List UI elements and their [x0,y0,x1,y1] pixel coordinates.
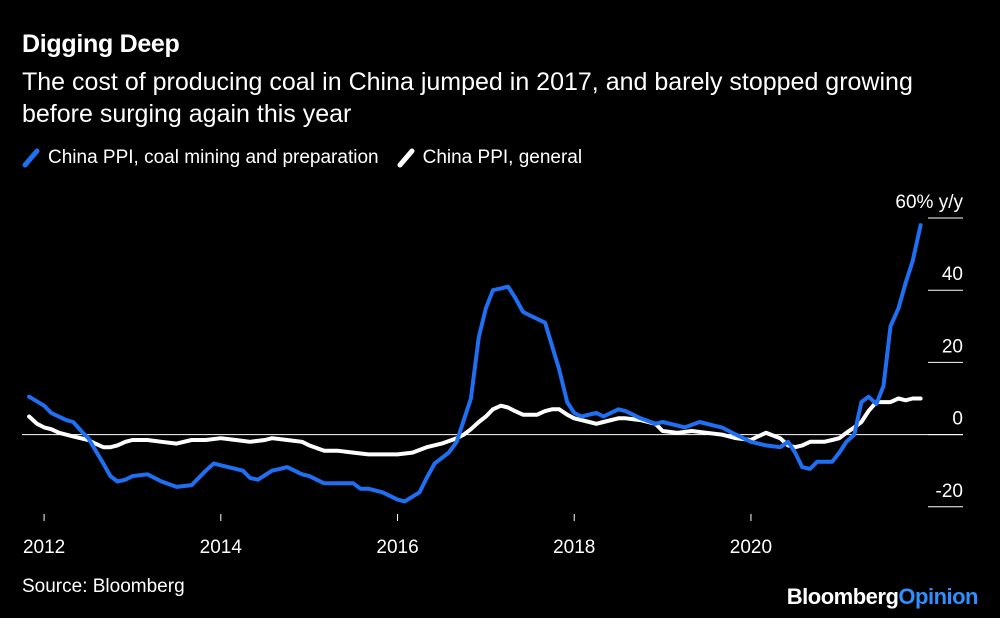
y-tick-label: 0 [952,409,963,430]
legend-item-general: China PPI, general [397,147,583,169]
legend-label-general: China PPI, general [422,147,583,168]
legend-label-coal: China PPI, coal mining and preparation [48,147,379,168]
series-line-coal [27,223,923,504]
x-tick-label: 2018 [553,537,595,558]
y-tick-label: 60% y/y [895,192,963,213]
legend-swatch-coal [22,148,40,168]
chart-title: Digging Deep [22,30,180,58]
brand-part-1: Bloomberg [786,584,899,609]
legend-item-coal: China PPI, coal mining and preparation [22,147,379,169]
series-line-general [27,396,923,457]
legend-swatch-general [397,148,415,168]
x-tick-label: 2020 [730,537,772,558]
y-tick-label: 40 [942,264,963,285]
source-note: Source: Bloomberg [22,576,185,597]
y-tick-label: 20 [942,336,963,357]
x-tick-label: 2016 [376,537,418,558]
chart-legend: China PPI, coal mining and preparation C… [22,147,600,169]
y-tick-label: -20 [936,481,963,502]
chart-subtitle: The cost of producing coal in China jump… [22,68,913,128]
brand-part-2: Opinion [898,584,978,609]
x-tick-label: 2012 [23,537,65,558]
x-tick-label: 2014 [200,537,243,558]
bloomberg-opinion-logo: BloombergOpinion [786,584,979,610]
